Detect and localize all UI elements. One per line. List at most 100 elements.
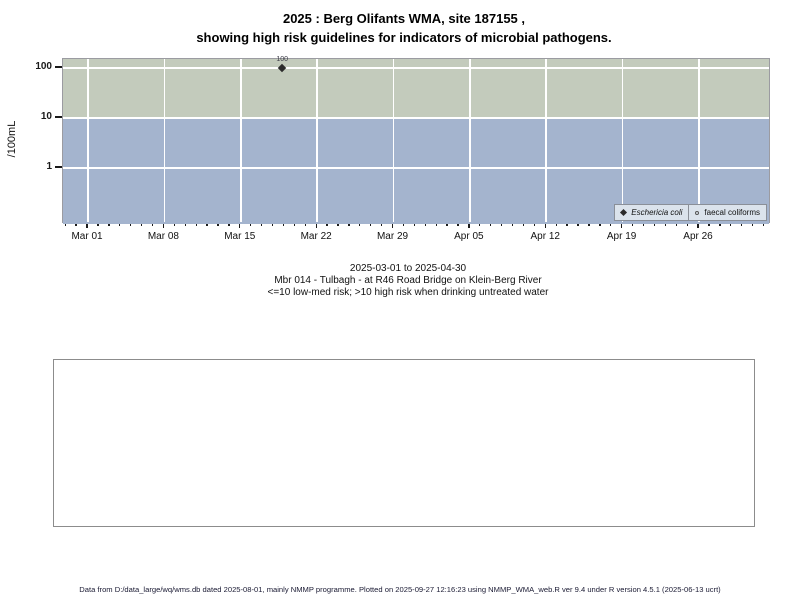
x-tick-minor — [130, 223, 132, 226]
x-tick-minor — [686, 223, 688, 226]
x-tick-minor — [675, 223, 677, 226]
x-gridline — [469, 59, 471, 222]
x-tick-minor — [490, 223, 492, 226]
y-tick-label: 1 — [46, 161, 52, 172]
x-tick-minor — [533, 223, 536, 226]
data-point-value-label: 100 — [276, 56, 289, 63]
x-tick-minor — [664, 223, 666, 226]
chart-title-line1: 2025 : Berg Olifants WMA, site 187155 , — [282, 11, 526, 26]
x-tick-minor — [228, 223, 230, 226]
x-tick-minor — [348, 223, 350, 226]
x-tick-minor — [75, 223, 77, 226]
x-tick-minor — [119, 223, 121, 226]
x-tick-minor — [271, 223, 274, 226]
x-tick-minor — [751, 223, 754, 226]
x-tick-minor — [457, 223, 459, 226]
x-gridline — [621, 59, 624, 222]
x-tick-minor — [522, 223, 525, 226]
x-tick-major — [162, 223, 165, 228]
x-tick-label: Apr 26 — [683, 231, 713, 242]
x-tick-minor — [250, 223, 252, 226]
x-tick-major — [391, 223, 394, 228]
x-gridline — [87, 59, 89, 222]
legend-item-faecal-coliforms: faecal coliforms — [689, 204, 767, 221]
filled-diamond-icon — [620, 208, 628, 217]
x-tick-major — [239, 223, 241, 228]
x-tick-minor — [653, 223, 656, 226]
x-tick-label: Mar 29 — [376, 231, 409, 242]
x-tick-minor — [173, 223, 175, 226]
x-tick-minor — [501, 223, 503, 226]
legend-label-eschericia-coli: Eschericia coli — [631, 208, 683, 217]
x-tick-label: Mar 08 — [147, 231, 179, 242]
x-tick-label: Mar 22 — [300, 231, 332, 242]
x-tick-minor — [184, 223, 186, 226]
y-gridline — [63, 117, 769, 119]
x-tick-label: Apr 12 — [530, 231, 560, 242]
x-tick-minor — [359, 223, 361, 226]
x-tick-minor — [708, 223, 710, 226]
x-tick-minor — [511, 223, 514, 226]
legend: Eschericia coli faecal coliforms — [614, 204, 767, 221]
chart-caption: 2025-03-01 to 2025-04-30 Mbr 014 - Tulba… — [0, 263, 800, 299]
x-tick-major — [315, 223, 317, 228]
x-tick-minor — [599, 223, 601, 226]
x-tick-minor — [140, 223, 143, 226]
caption-site-description: Mbr 014 - Tulbagh - at R46 Road Bridge o… — [274, 275, 542, 286]
x-tick-minor — [577, 223, 579, 226]
x-gridline — [545, 59, 548, 222]
footer-note: Data from D:/data_large/wq/wms.db dated … — [79, 585, 721, 594]
y-tick-mark — [55, 66, 62, 68]
x-tick-minor — [610, 223, 612, 226]
x-tick-minor — [741, 223, 743, 226]
x-tick-minor — [588, 223, 590, 226]
caption-risk-note: <=10 low-med risk; >10 high risk when dr… — [267, 287, 549, 298]
x-tick-minor — [217, 223, 219, 226]
x-tick-major — [544, 223, 546, 228]
x-gridline — [316, 59, 318, 222]
y-tick-label: 10 — [40, 111, 52, 122]
x-tick-minor — [370, 223, 372, 226]
x-tick-minor — [337, 223, 339, 226]
y-tick-mark — [55, 166, 62, 168]
x-tick-minor — [402, 223, 405, 226]
x-tick-label: Apr 19 — [606, 231, 637, 242]
y-gridline — [63, 167, 769, 169]
x-tick-minor — [424, 223, 426, 226]
x-tick-minor — [293, 223, 295, 226]
x-tick-major — [86, 223, 88, 228]
gridlines-layer — [63, 59, 769, 222]
plot-area: 100 Eschericia coli faecal coliforms — [62, 56, 770, 224]
x-tick-minor — [642, 223, 645, 226]
x-tick-minor — [97, 223, 99, 226]
x-tick-minor — [631, 223, 634, 226]
x-tick-minor — [446, 223, 448, 226]
x-gridline — [698, 59, 700, 222]
x-tick-minor — [260, 223, 263, 226]
x-tick-label: Apr 05 — [454, 231, 484, 242]
x-tick-minor — [380, 223, 383, 226]
caption-date-range: 2025-03-01 to 2025-04-30 — [349, 263, 467, 274]
x-tick-minor — [326, 223, 328, 226]
x-tick-minor — [762, 223, 765, 226]
x-tick-minor — [719, 223, 721, 226]
x-tick-major — [621, 223, 623, 228]
x-tick-minor — [479, 223, 481, 226]
x-tick-minor — [413, 223, 416, 226]
x-tick-major — [468, 223, 470, 228]
x-tick-label: Mar 15 — [224, 231, 256, 242]
x-gridline — [392, 59, 395, 222]
y-tick-label: 100 — [35, 61, 52, 72]
x-tick-minor — [195, 223, 197, 226]
x-tick-minor — [151, 223, 154, 226]
x-tick-minor — [730, 223, 732, 226]
chart-title: 2025 : Berg Olifants WMA, site 187155 , … — [0, 9, 800, 47]
x-tick-label: Mar 01 — [71, 231, 103, 242]
x-tick-minor — [64, 223, 66, 226]
open-circle-icon — [695, 210, 700, 215]
x-tick-minor — [206, 223, 208, 226]
high-risk-band — [63, 59, 769, 118]
x-gridline — [239, 59, 242, 222]
